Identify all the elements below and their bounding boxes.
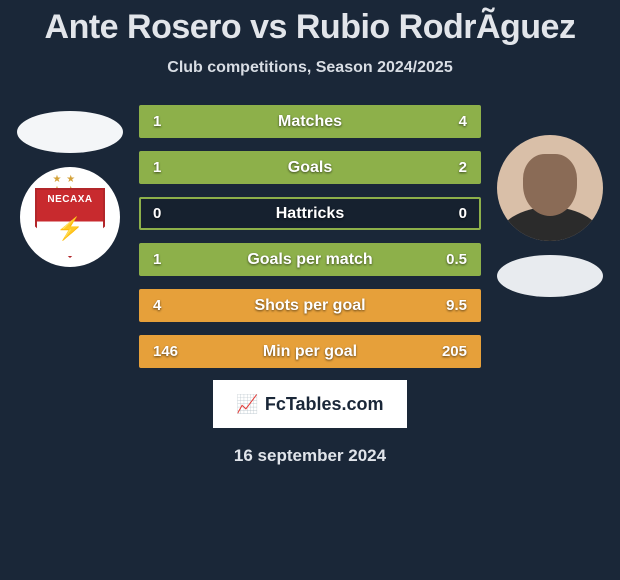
bolt-icon: ⚡ <box>56 216 83 242</box>
right-player-column <box>495 105 605 297</box>
stat-value-right: 2 <box>447 153 479 182</box>
stat-row: Matches1 4 <box>139 105 481 138</box>
infographic-root: Ante Rosero vs Rubio RodrÃ­guez Club com… <box>0 0 620 580</box>
watermark: 📈 FcTables.com <box>213 380 407 428</box>
club-name-label: NECAXA <box>35 194 105 205</box>
club-badge-left: ★ ★ ★ ★ NECAXA ⚡ <box>20 167 120 267</box>
main-row: ★ ★ ★ ★ NECAXA ⚡ Matches14Goals12Hattric… <box>0 105 620 368</box>
stats-bars: Matches14Goals12Hattricks00Goals per mat… <box>139 105 481 368</box>
left-player-column: ★ ★ ★ ★ NECAXA ⚡ <box>15 105 125 267</box>
stat-value-right: 0.5 <box>434 245 479 274</box>
club-badge-right-placeholder <box>497 255 603 297</box>
stat-value-left: 1 <box>141 245 173 274</box>
player-photo-left-placeholder <box>17 111 123 153</box>
stat-value-left: 4 <box>141 291 173 320</box>
stat-label: Matches <box>141 107 479 136</box>
stat-label: Goals <box>141 153 479 182</box>
stat-label: Min per goal <box>141 337 479 366</box>
stat-value-left: 146 <box>141 337 190 366</box>
chart-icon: 📈 <box>236 394 258 415</box>
stat-label: Hattricks <box>141 199 479 228</box>
stat-row: Hattricks0 0 <box>139 197 481 230</box>
stat-label: Goals per match <box>141 245 479 274</box>
stat-value-right: 205 <box>430 337 479 366</box>
page-title: Ante Rosero vs Rubio RodrÃ­guez <box>0 8 620 47</box>
stat-label: Shots per goal <box>141 291 479 320</box>
stat-value-left: 1 <box>141 107 173 136</box>
stat-value-right: 0 <box>447 199 479 228</box>
shield-icon: ★ ★ ★ ★ NECAXA ⚡ <box>35 176 105 258</box>
stat-row: Goals per match1 0.5 <box>139 243 481 276</box>
stat-row: Goals1 2 <box>139 151 481 184</box>
watermark-text: FcTables.com <box>265 394 384 415</box>
stat-value-right: 9.5 <box>434 291 479 320</box>
stat-row: Min per goal146 205 <box>139 335 481 368</box>
player-photo-right <box>497 135 603 241</box>
stat-value-left: 1 <box>141 153 173 182</box>
date-line: 16 september 2024 <box>0 446 620 466</box>
stat-row: Shots per goal4 9.5 <box>139 289 481 322</box>
stat-value-left: 0 <box>141 199 173 228</box>
subtitle: Club competitions, Season 2024/2025 <box>0 59 620 77</box>
stat-value-right: 4 <box>447 107 479 136</box>
